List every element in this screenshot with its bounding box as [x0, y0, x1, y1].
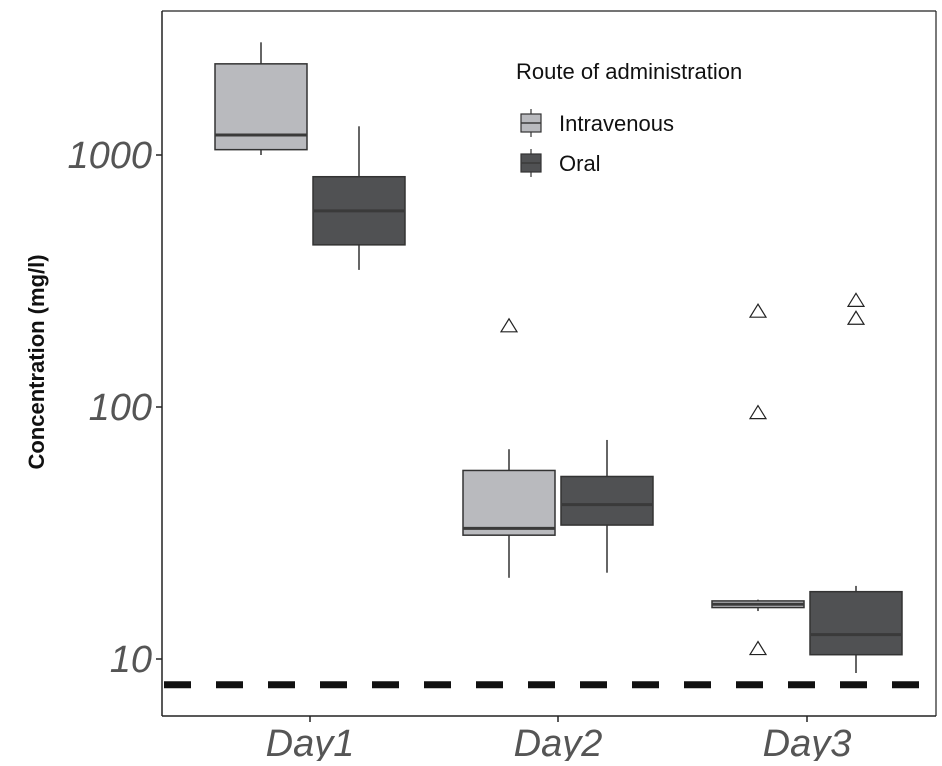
box-iqr [809, 590, 903, 656]
legend: Route of administration Intravenous Oral [516, 59, 742, 177]
x-tick-label: Day1 [266, 723, 355, 761]
legend-label-intravenous: Intravenous [559, 111, 674, 136]
box-iqr [214, 63, 308, 151]
y-tick-label: 1000 [67, 135, 152, 177]
axes-layer: 10 100 1000 Day1 Day2 Day3 [67, 10, 937, 765]
x-tick-label: Day3 [763, 723, 852, 761]
outlier-point-intravenous-day3 [748, 404, 768, 420]
outlier-point-intravenous-day3 [748, 640, 768, 656]
legend-key-oral [520, 149, 542, 177]
outlier-point-intravenous-day2 [499, 317, 519, 333]
x-tick-label: Day2 [514, 723, 603, 761]
y-axis-title: Concentration (mg/l) [24, 254, 49, 469]
box-oral-day1 [312, 126, 406, 270]
outliers-layer [499, 292, 866, 656]
box-oral-day2 [560, 439, 654, 573]
box-iqr [560, 475, 654, 526]
legend-label-oral: Oral [559, 151, 601, 176]
box-intravenous-day3 [711, 599, 805, 612]
box-intravenous-day2 [462, 449, 556, 578]
outlier-point-oral-day3 [846, 292, 866, 307]
outlier-point-oral-day3 [846, 310, 866, 325]
legend-title: Route of administration [516, 59, 742, 84]
legend-key-intravenous [520, 109, 542, 137]
y-tick-label: 100 [89, 387, 152, 429]
box-intravenous-day1 [214, 42, 308, 155]
box-iqr [462, 469, 556, 536]
outlier-point-intravenous-day3 [748, 303, 768, 318]
box-oral-day3 [809, 585, 903, 673]
boxes-layer [214, 42, 903, 673]
y-tick-label: 10 [110, 639, 152, 681]
legend-entries: Intravenous Oral [520, 109, 674, 177]
